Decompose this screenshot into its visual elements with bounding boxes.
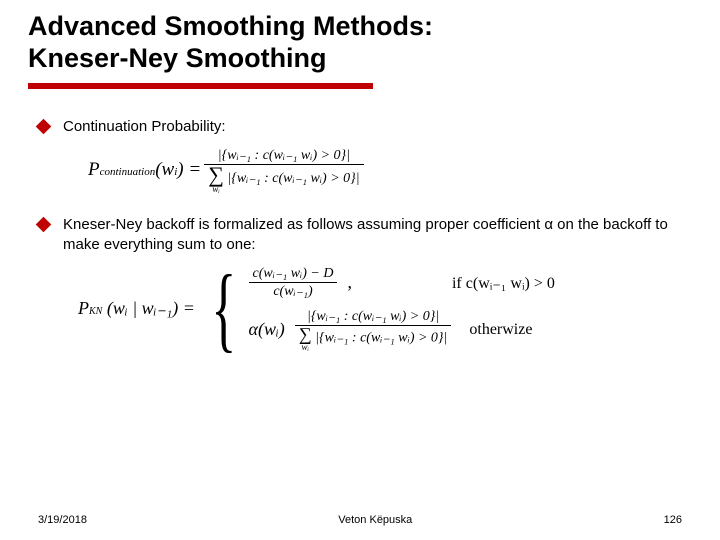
footer-page: 126 — [664, 514, 682, 526]
c2-den: ∑wᵢ |{wᵢ₋₁ : c(wᵢ₋₁ wᵢ) > 0}| — [295, 326, 452, 350]
f1-den-sub: wᵢ — [212, 185, 219, 193]
footer-author: Veton Këpuska — [338, 514, 412, 526]
c2-den-body: |{wᵢ₋₁ : c(wᵢ₋₁ wᵢ) > 0}| — [315, 331, 447, 346]
footer-date: 3/19/2018 — [38, 514, 87, 526]
brace-icon: { — [211, 270, 236, 346]
f2-P: P — [78, 298, 89, 318]
case-2: α(wᵢ) |{wᵢ₋₁ : c(wᵢ₋₁ wᵢ) > 0}| ∑wᵢ |{wᵢ… — [249, 308, 555, 350]
f1-arg: (w — [155, 159, 174, 180]
c1-num: c(wᵢ₋₁ wᵢ) − D — [249, 265, 338, 282]
f2-sub: KN — [89, 306, 102, 317]
c1-cond: if c(wᵢ₋₁ wᵢ) > 0 — [452, 273, 555, 293]
f1-den: ∑wᵢ |{wᵢ₋₁ : c(wᵢ₋₁ wᵢ) > 0}| — [204, 165, 363, 193]
c2-cond: otherwize — [469, 321, 532, 339]
c1-comma: , — [347, 272, 352, 293]
footer: 3/19/2018 Veton Këpuska 126 — [0, 514, 720, 526]
slide-container: Advanced Smoothing Methods: Kneser-Ney S… — [0, 0, 720, 540]
c2-alpha: α(wᵢ) — [249, 319, 285, 340]
diamond-icon — [36, 217, 52, 233]
bullet-2-text: Kneser-Ney backoff is formalized as foll… — [63, 215, 692, 256]
diamond-icon — [36, 119, 52, 135]
formula-continuation: Pcontinuation(wi) = |{wᵢ₋₁ : c(wᵢ₋₁ wᵢ) … — [88, 147, 692, 193]
f1-close: ) = — [177, 159, 201, 180]
title-line-2: Kneser-Ney Smoothing — [28, 42, 692, 74]
title-line-1: Advanced Smoothing Methods: — [28, 10, 692, 42]
c2-num: |{wᵢ₋₁ : c(wᵢ₋₁ wᵢ) > 0}| — [303, 308, 443, 325]
f1-den-body: |{wᵢ₋₁ : c(wᵢ₋₁ wᵢ) > 0}| — [227, 171, 359, 186]
bullet-1: Continuation Probability: — [38, 117, 692, 137]
f1-P: P — [88, 159, 100, 180]
bullet-1-text: Continuation Probability: — [63, 117, 226, 137]
title-underline — [28, 83, 373, 89]
f1-sub: continuation — [100, 166, 156, 178]
c1-den: c(wᵢ₋₁) — [269, 283, 316, 300]
case-1: c(wᵢ₋₁ wᵢ) − D c(wᵢ₋₁) , if c(wᵢ₋₁ wᵢ) >… — [249, 265, 555, 300]
f1-num: |{wᵢ₋₁ : c(wᵢ₋₁ wᵢ) > 0}| — [214, 147, 354, 164]
slide-title: Advanced Smoothing Methods: Kneser-Ney S… — [28, 10, 692, 75]
f2-arg: (wᵢ | wᵢ₋₁) = — [107, 298, 195, 318]
c2-den-sub: wᵢ — [302, 343, 309, 351]
bullet-2: Kneser-Ney backoff is formalized as foll… — [38, 215, 692, 256]
formula-kn: PKN (wᵢ | wᵢ₋₁) = { c(wᵢ₋₁ wᵢ) − D c(wᵢ₋… — [78, 265, 692, 350]
